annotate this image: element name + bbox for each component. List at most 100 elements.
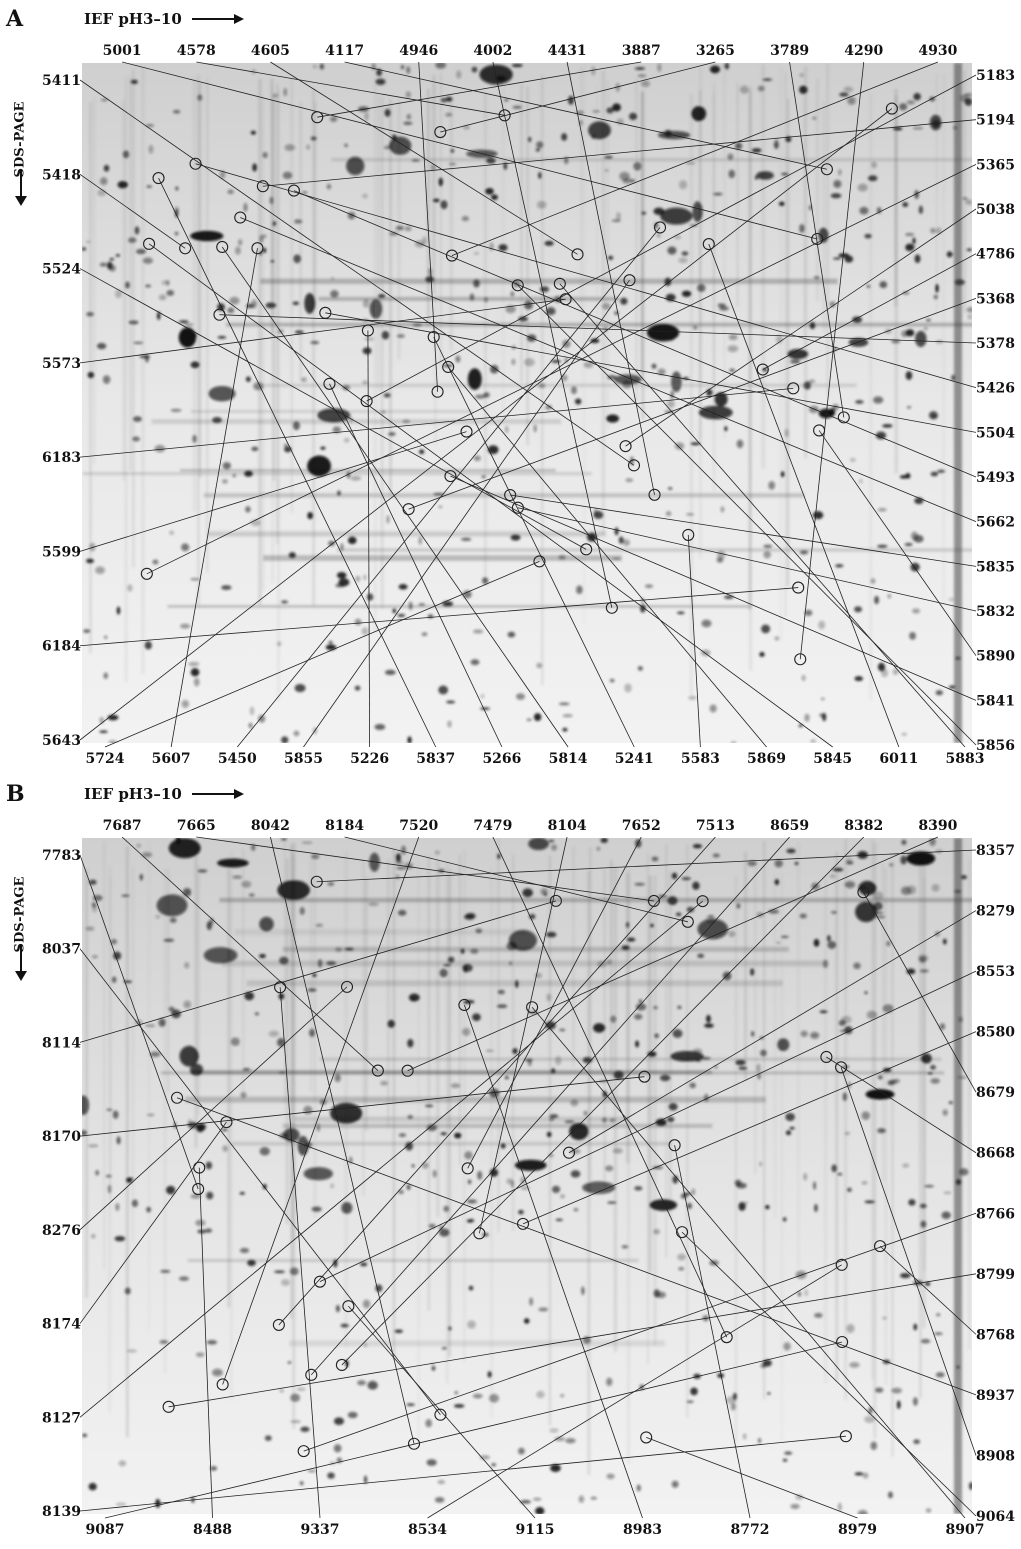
gel-band — [219, 897, 972, 903]
spot-annotation: 8534 — [408, 1258, 848, 1538]
spot-marker — [720, 1331, 733, 1344]
gel-spot — [292, 301, 300, 306]
gel-spot — [412, 323, 423, 327]
gel-spot — [383, 145, 391, 150]
gel-spot — [942, 1109, 948, 1116]
gel-spot — [601, 1117, 608, 1123]
leader-line — [517, 284, 977, 746]
spot-marker — [311, 111, 324, 124]
gel-spot — [227, 189, 234, 195]
gel-spot — [168, 1006, 175, 1012]
gel-spot — [570, 1099, 579, 1107]
gel-spot — [882, 1067, 892, 1073]
gel-band — [282, 946, 789, 952]
spot-annotation: 9064 — [676, 1226, 1015, 1525]
gel-spot — [859, 479, 863, 484]
gel-spot — [913, 1439, 920, 1445]
gel-spot — [482, 1232, 489, 1237]
gel-spot — [560, 1194, 565, 1199]
leader-line — [279, 987, 321, 1519]
spot-label-top: 4605 — [251, 43, 290, 59]
leader-line — [278, 836, 716, 1326]
gel-streak — [377, 94, 380, 391]
gel-spot — [821, 697, 825, 701]
gel-streak — [891, 860, 894, 1457]
gel-spot — [282, 171, 293, 180]
gel-spot — [149, 1051, 161, 1057]
spot-marker — [319, 306, 332, 319]
gel-spot — [681, 290, 692, 297]
gel-band — [208, 531, 606, 537]
gel-spot — [738, 1066, 748, 1071]
gel-spot — [780, 935, 789, 938]
gel-spot — [482, 577, 489, 585]
spot-annotation: 8104 — [473, 818, 587, 1240]
gel-spot — [608, 255, 614, 260]
gel-spot — [222, 479, 228, 484]
gel-spot — [827, 940, 837, 949]
gel-spot — [426, 1459, 437, 1466]
spot-label-top: 7479 — [473, 818, 512, 834]
gel-spot — [677, 1005, 682, 1010]
gel-spot — [872, 891, 884, 901]
gel-spot — [116, 1136, 121, 1145]
gel-spot — [864, 1200, 876, 1204]
gel-spot — [222, 1145, 228, 1152]
gel-spot — [518, 1210, 524, 1215]
gel-spot — [169, 917, 177, 923]
gel-spot — [874, 1387, 884, 1393]
gel-spot — [756, 1063, 761, 1072]
spot-marker — [619, 440, 632, 453]
spot-label-bottom: 5266 — [482, 751, 521, 767]
gel-streak — [270, 78, 274, 334]
gel-spot — [239, 1247, 250, 1254]
gel-spot — [829, 874, 836, 878]
spot-label-left: 8276 — [42, 1223, 81, 1239]
gel-spot — [799, 223, 805, 233]
spot-label-bottom: 5583 — [681, 751, 720, 767]
gel-spot — [942, 938, 947, 945]
gel-spot — [389, 231, 399, 236]
gel-spot — [114, 1236, 126, 1242]
gel-streak — [873, 843, 877, 1439]
spot-marker — [170, 1091, 184, 1104]
gel-spot — [930, 1078, 940, 1084]
gel-spot — [126, 1177, 133, 1184]
gel-spot — [691, 1188, 696, 1196]
gel-spot — [785, 1112, 796, 1122]
gel-spot — [786, 848, 796, 854]
spot-marker — [427, 330, 440, 344]
gel-spot — [930, 228, 936, 234]
gel-spot — [158, 1018, 166, 1027]
spot-annotation: 5241 — [427, 330, 654, 767]
gel-spot-large — [698, 405, 733, 420]
leader-line — [79, 587, 799, 647]
gel-spot — [300, 1426, 310, 1432]
gel-spot — [386, 515, 390, 524]
gel-spot — [406, 66, 411, 74]
spot-label-right: 8768 — [976, 1327, 1015, 1343]
spot-label-bottom: 6011 — [879, 751, 918, 767]
spot-annotation: 8390 — [401, 818, 958, 1077]
gel-spot — [877, 508, 887, 512]
spot-annotation: 5607 — [152, 242, 264, 767]
spot-marker — [297, 1445, 310, 1458]
gel-spot — [937, 469, 946, 473]
gel-spot — [360, 1262, 368, 1267]
gel-spot — [735, 1182, 747, 1189]
gel-spot — [559, 1028, 566, 1032]
gel-spot — [659, 1074, 671, 1082]
spot-marker — [533, 555, 546, 568]
gel-spot — [899, 1272, 911, 1279]
gel-streak — [781, 873, 783, 1442]
gel-spot — [249, 706, 255, 716]
gel-streak — [826, 63, 829, 395]
spot-marker — [305, 1368, 318, 1381]
gel-spot — [913, 1397, 918, 1406]
gel-spot — [301, 841, 313, 844]
gel-spot — [760, 1049, 767, 1057]
gel-spot — [158, 294, 167, 301]
gel-spot-large — [697, 918, 729, 940]
spot-annotation: 7520 — [216, 818, 438, 1391]
leader-line — [559, 283, 966, 748]
